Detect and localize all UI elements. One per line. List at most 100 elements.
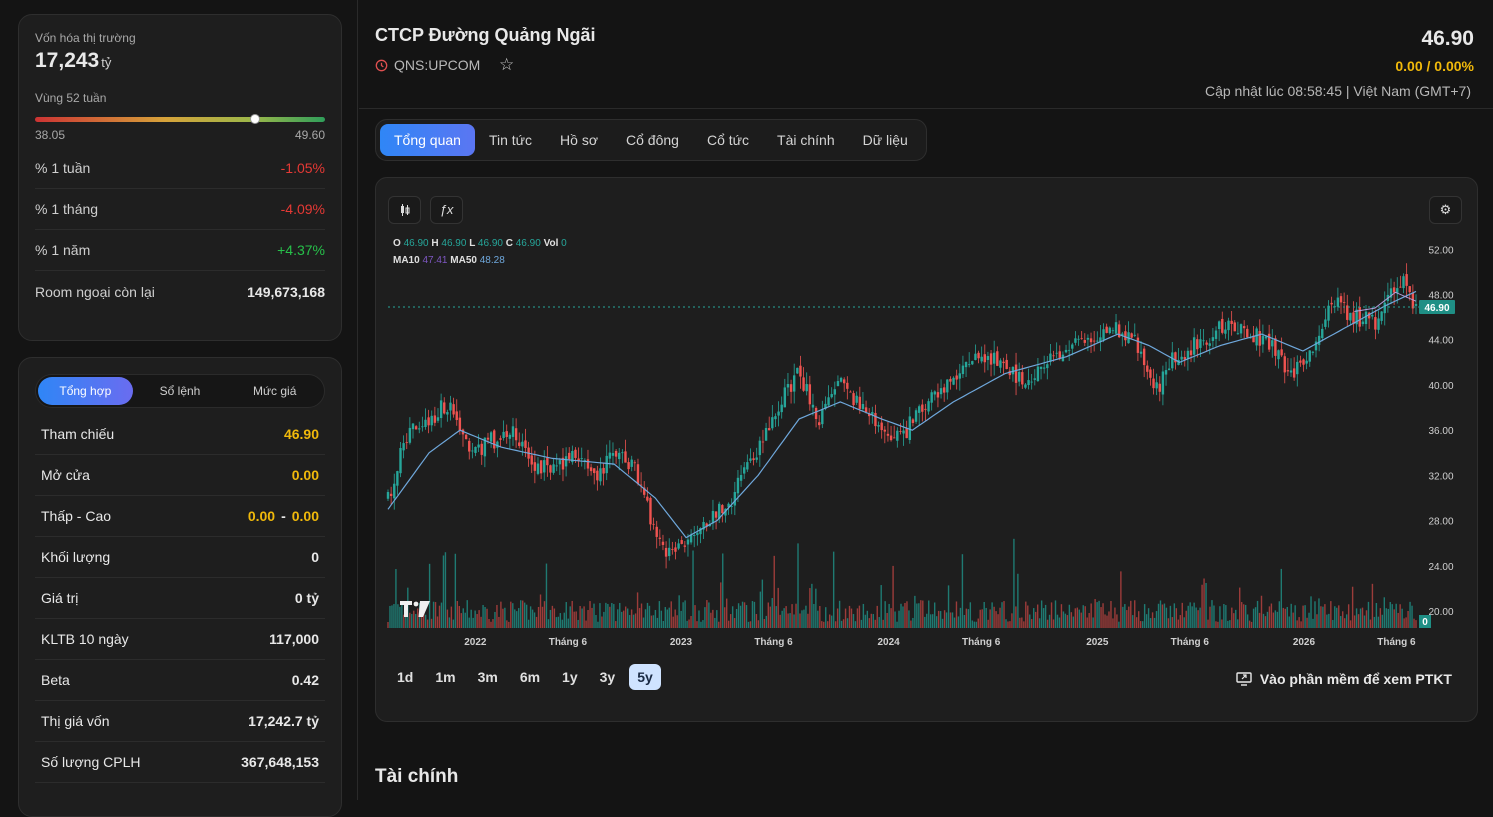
- volume-bar: [440, 602, 443, 628]
- volume-bar: [1270, 603, 1273, 628]
- volume-bar: [1048, 614, 1051, 628]
- star-icon[interactable]: ☆: [499, 55, 515, 74]
- volume-bar: [523, 602, 526, 628]
- volume-bar: [1286, 606, 1288, 628]
- summary-tabs: Tổng hợp Sổ lệnh Mức giá: [35, 374, 325, 408]
- volume-bar: [1009, 621, 1011, 628]
- candle-body: [777, 411, 780, 416]
- candle-body: [1227, 320, 1230, 331]
- candle-body: [1086, 337, 1090, 340]
- volume-bar: [1017, 573, 1019, 628]
- candle-body: [399, 447, 402, 474]
- tab-2[interactable]: Hồ sơ: [560, 132, 599, 148]
- volume-bar: [775, 606, 777, 628]
- volume-bar: [753, 601, 756, 628]
- stat-label: % 1 tuần: [35, 160, 91, 176]
- volume-bar: [1268, 606, 1271, 628]
- candle-body: [1117, 324, 1121, 338]
- tab-4[interactable]: Cổ tức: [706, 132, 750, 148]
- candle-body: [789, 384, 793, 392]
- candle-body: [1377, 318, 1380, 330]
- range-button-3y[interactable]: 3y: [599, 669, 616, 685]
- volume-bar: [1385, 608, 1387, 628]
- indicator-fx-icon[interactable]: ƒx: [430, 196, 463, 224]
- candle-body: [602, 467, 605, 474]
- gear-icon[interactable]: ⚙: [1429, 196, 1462, 224]
- tab-5[interactable]: Tài chính: [777, 132, 835, 148]
- range-button-1y[interactable]: 1y: [562, 669, 578, 685]
- candle-body: [411, 423, 415, 430]
- volume-bar: [1298, 617, 1300, 628]
- volume-bar: [1040, 600, 1043, 628]
- candle-body: [714, 511, 718, 518]
- candle-body: [793, 375, 796, 392]
- summary-label: Mở cửa: [41, 467, 90, 483]
- candle-body: [761, 441, 765, 443]
- volume-bar: [623, 610, 625, 628]
- range-button-1d[interactable]: 1d: [397, 669, 414, 685]
- volume-bar: [1201, 584, 1203, 628]
- volume-bar: [1381, 614, 1384, 628]
- volume-bar: [1391, 604, 1393, 628]
- volume-bar: [993, 606, 995, 628]
- volume-bar: [399, 606, 401, 628]
- volume-bar: [551, 605, 554, 628]
- candle-body: [621, 452, 624, 454]
- volume-bar: [585, 620, 587, 628]
- summary-tab[interactable]: Mức giá: [252, 384, 297, 398]
- volume-bar: [1029, 614, 1031, 628]
- volume-bar: [516, 611, 518, 628]
- volume-bar: [868, 618, 871, 628]
- volume-bar: [1345, 614, 1348, 628]
- candle-body: [1017, 371, 1021, 382]
- candle-body: [930, 392, 933, 403]
- candle-body: [396, 471, 399, 486]
- tab-0[interactable]: Tổng quan: [380, 124, 475, 156]
- candle-body: [1208, 343, 1211, 346]
- range-button-5y[interactable]: 5y: [629, 664, 661, 690]
- volume-bar: [464, 612, 466, 628]
- candle-body: [552, 464, 555, 473]
- volume-bar: [470, 609, 472, 628]
- volume-bar: [1195, 607, 1197, 628]
- range-button-6m[interactable]: 6m: [519, 669, 541, 685]
- volume-bar: [654, 609, 657, 628]
- summary-tab[interactable]: Tổng hợp: [38, 377, 133, 405]
- candle-body: [508, 434, 512, 439]
- volume-bar: [1235, 609, 1237, 628]
- volume-bar: [797, 543, 799, 628]
- volume-bar: [454, 553, 457, 628]
- volume-bar: [888, 603, 890, 628]
- volume-bar: [593, 603, 595, 628]
- volume-bar: [767, 602, 770, 628]
- summary-tab[interactable]: Sổ lệnh: [159, 384, 201, 398]
- volume-bar: [995, 611, 997, 628]
- volume-bar: [490, 621, 492, 628]
- tab-1[interactable]: Tin tức: [488, 132, 533, 148]
- summary-row: KLTB 10 ngày 117,000: [35, 619, 325, 660]
- price-chart[interactable]: 52.00 48.00 44.00 40.00 36.00 32.00 28.00 24.00…: [376, 178, 1479, 723]
- volume-bar: [1248, 620, 1251, 628]
- tab-3[interactable]: Cổ đông: [626, 132, 679, 148]
- candle-body: [677, 543, 680, 549]
- range-button-1m[interactable]: 1m: [435, 669, 456, 685]
- candle-body: [836, 381, 840, 387]
- volume-bar: [1393, 609, 1395, 628]
- volume-bar: [387, 621, 389, 628]
- range-button-3m[interactable]: 3m: [477, 669, 498, 685]
- candle-body: [464, 434, 468, 440]
- volume-bar: [1015, 606, 1017, 628]
- volume-bar: [1074, 608, 1077, 628]
- tab-6[interactable]: Dữ liệu: [862, 132, 908, 148]
- ptkt-link[interactable]: Vào phần mềm để xem PTKT: [1236, 671, 1452, 687]
- candle-body: [1214, 330, 1218, 339]
- candle-body: [696, 532, 699, 536]
- volume-bar: [981, 609, 983, 628]
- candle-body: [774, 416, 777, 420]
- volume-bar: [1086, 617, 1088, 628]
- candle-body: [1264, 336, 1268, 339]
- y-tick-label: 36.00: [1428, 426, 1453, 437]
- candlestick-icon[interactable]: [388, 196, 421, 224]
- volume-bar: [902, 606, 904, 628]
- volume-bar: [761, 579, 764, 628]
